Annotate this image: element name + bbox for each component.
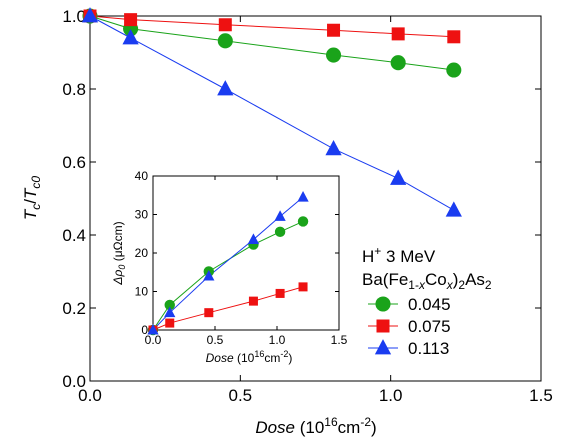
legend-label-0.075: 0.075 [408,317,451,336]
inset-plot: 0.0 0.5 1.0 1.5 0 10 20 30 40 Δρ0 (μΩcm) Dose (1… [111,169,348,365]
inset-y-axis-label: Δρ0 (μΩcm) [111,221,127,285]
main-series-markers [81,7,462,217]
y-tick-label: 0 [141,323,148,337]
x-tick-label: 0.0 [78,386,102,405]
data-point-0.045 [446,62,462,78]
x-tick-label: 0.0 [145,333,162,347]
data-point-0.045 [326,47,342,63]
data-point-0.113 [274,210,286,221]
y-tick-label: 1.0 [62,7,86,26]
legend-title-beam: H+ 3 MeV [362,244,436,266]
data-point-0.075 [204,308,214,318]
data-point-0.045 [390,55,406,71]
y-tick-label: 0.8 [62,80,86,99]
series-line-0.075 [89,15,454,38]
data-point-0.113 [217,80,234,96]
data-point-0.113 [325,139,342,156]
series-line-0.113 [89,15,455,211]
data-point-0.113 [147,323,159,335]
data-point-0.075 [165,318,175,328]
inset-plot-frame [152,175,340,331]
inset-x-axis-label: Dose (1016cm-2) [206,349,293,365]
data-point-0.113 [297,191,309,202]
main-axis-ticks: 0.0 0.5 1.0 1.5 0.0 0.2 0.4 0.6 0.8 1.0 [62,7,552,405]
data-point-0.045 [217,33,233,49]
x-tick-label: 1.5 [331,333,348,347]
main-plot-frame [89,15,542,382]
data-point-0.045 [297,216,309,227]
data-point-0.113 [122,29,139,45]
inset-series-markers [147,191,309,336]
y-tick-label: 0.6 [62,153,86,172]
data-point-0.075 [218,18,232,32]
data-point-0.113 [247,233,260,244]
x-tick-label: 0.5 [207,333,224,347]
y-tick-label: 40 [135,169,149,183]
data-point-0.045 [274,226,286,238]
x-tick-label: 1.0 [379,386,403,405]
y-tick-label: 30 [135,208,149,222]
legend-entries: 0.045 0.075 0.113 [368,295,451,358]
data-point-0.075 [327,23,341,37]
legend-marker-0.075 [376,319,390,333]
data-point-0.075 [275,288,285,298]
y-tick-label: 0.4 [62,226,86,245]
data-point-0.113 [390,169,407,185]
legend-marker-0.113 [374,339,392,355]
x-tick-label: 1.5 [529,386,553,405]
legend: H+ 3 MeV Ba(Fe1-xCox)2As2 0.045 0.075 0.11… [362,244,492,358]
x-tick-label: 1.0 [269,333,286,347]
data-point-0.075 [124,13,138,27]
legend-marker-0.045 [375,296,391,312]
data-point-0.075 [298,282,308,292]
data-point-0.075 [248,296,258,306]
main-plot: 0.0 0.5 1.0 1.5 0.0 0.2 0.4 0.6 0.8 1.0 Tc/Tc0 Do… [21,7,553,437]
y-tick-label: 0.0 [62,372,86,391]
data-point-0.113 [445,201,462,217]
x-tick-label: 0.5 [229,386,253,405]
data-point-0.113 [203,269,215,281]
inset-axis-ticks: 0.0 0.5 1.0 1.5 0 10 20 30 40 [135,169,348,347]
data-point-0.045 [164,299,175,311]
y-tick-label: 10 [135,285,149,299]
legend-title-compound: Ba(Fe1-xCox)2As2 [362,270,492,292]
main-x-axis-label: Dose (1016cm-2) [255,415,376,437]
data-point-0.075 [447,30,461,44]
legend-label-0.113: 0.113 [408,339,449,358]
legend-label-0.045: 0.045 [408,295,451,314]
data-point-0.075 [391,27,405,41]
main-y-axis-label: Tc/Tc0 [21,176,43,221]
data-point-0.113 [164,306,176,318]
y-tick-label: 0.2 [62,299,86,318]
y-tick-label: 20 [135,246,149,260]
data-point-0.113 [81,7,99,23]
